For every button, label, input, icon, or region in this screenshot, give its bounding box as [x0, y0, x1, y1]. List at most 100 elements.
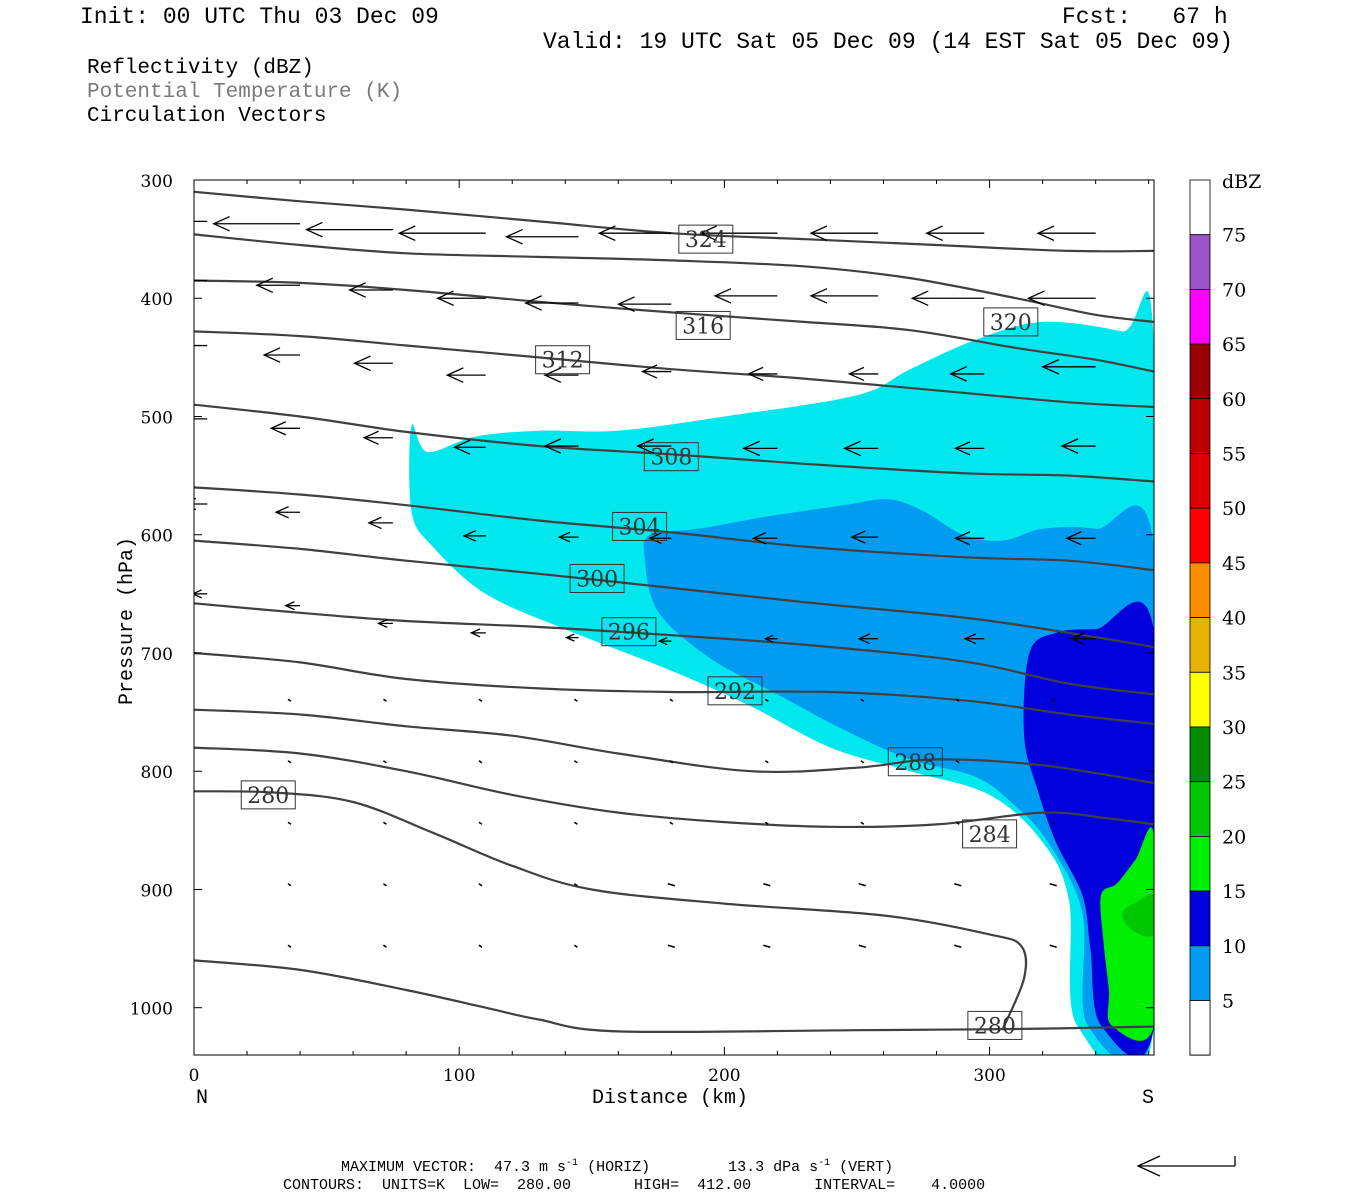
- svg-text:284: 284: [969, 823, 1011, 848]
- circulation-vector: [452, 439, 486, 455]
- weak-vector: [287, 760, 292, 764]
- circulation-vector: [713, 288, 778, 304]
- y-tick: 500: [141, 408, 1154, 428]
- x-tick: 0: [189, 180, 199, 1086]
- weak-vector: [382, 944, 387, 948]
- svg-text:280: 280: [974, 1014, 1016, 1039]
- colorbar-label-65: 65: [1222, 334, 1246, 356]
- svg-text:316: 316: [682, 314, 724, 339]
- colorbar-label-70: 70: [1222, 279, 1246, 301]
- reflectivity-20-dbz-region: [1100, 827, 1154, 1041]
- circulation-vector: [504, 228, 579, 245]
- circulation-vector: [194, 279, 208, 282]
- colorbar-label-25: 25: [1222, 772, 1246, 794]
- weak-vector: [478, 944, 483, 948]
- svg-text:292: 292: [714, 680, 756, 705]
- contour-label-296: 296: [601, 617, 657, 647]
- field-vectors: Circulation Vectors: [87, 105, 327, 128]
- colorbar: 75 70 65 60 55 50 45 40 35 30 25 20 15 10 5 dBZ: [1189, 171, 1261, 1056]
- circulation-vector: [949, 366, 985, 382]
- circulation-vector: [1070, 632, 1096, 646]
- y-tick: 900: [141, 881, 1154, 901]
- svg-text:600: 600: [141, 527, 173, 547]
- circulation-vector: [953, 441, 985, 456]
- svg-text:312: 312: [542, 349, 584, 374]
- theta-contour-284: [194, 746, 1154, 829]
- reference-vector-icon: [1136, 1155, 1236, 1177]
- weak-vector: [669, 698, 674, 702]
- circulation-vector: [262, 347, 301, 363]
- theta-contour-324: [194, 190, 1154, 253]
- init-time: Init: 00 UTC Thu 03 Dec 09: [80, 4, 439, 30]
- svg-text:324: 324: [685, 228, 727, 253]
- weak-vector: [287, 698, 292, 702]
- weak-vector: [667, 882, 676, 887]
- weak-vector: [573, 698, 578, 702]
- contour-label-308: 308: [643, 442, 699, 472]
- x-tick: 100: [443, 180, 475, 1086]
- circulation-vector: [194, 497, 208, 511]
- contour-info: CONTOURS: UNITS=K LOW= 280.00 HIGH= 412.…: [283, 1177, 986, 1194]
- field-theta: Potential Temperature (K): [87, 81, 403, 104]
- svg-text:300: 300: [973, 1066, 1005, 1086]
- weak-vector: [1051, 821, 1056, 825]
- theta-contour-300: [194, 539, 1154, 649]
- weak-vector: [955, 698, 960, 702]
- colorbar-label-5: 5: [1222, 991, 1234, 1013]
- svg-text:300: 300: [576, 567, 618, 592]
- theta-contours: [194, 190, 1154, 1034]
- weak-vector: [573, 821, 578, 825]
- svg-text:1000: 1000: [130, 1000, 173, 1020]
- circulation-vector: [857, 633, 879, 645]
- colorbar-label-35: 35: [1222, 662, 1246, 684]
- contour-label-316: 316: [675, 310, 731, 340]
- circulation-vector: [751, 532, 778, 545]
- weak-vector: [954, 944, 962, 948]
- colorbar-swatch-65: [1189, 343, 1211, 400]
- circulation-vector: [963, 633, 985, 645]
- reflectivity-10-dbz-region: [643, 499, 1154, 1055]
- theta-contour-312: [194, 330, 1154, 409]
- y-tick: 300: [141, 172, 1154, 192]
- contour-labels: 280 280 284 288 292 296 300 304 308 312 316 320 324: [240, 224, 1039, 1040]
- reflectivity-fill: [409, 291, 1154, 1055]
- circulation-vector: [1060, 438, 1096, 454]
- circulation-vector: [616, 296, 672, 312]
- colorbar-label-40: 40: [1222, 608, 1246, 630]
- weak-vector: [478, 760, 483, 764]
- circulation-vector: [763, 634, 778, 643]
- circulation-vector: [1036, 225, 1096, 242]
- weak-vector: [858, 944, 867, 948]
- colorbar-swatch-40: [1189, 617, 1211, 673]
- weak-vector: [763, 944, 771, 948]
- circulation-vector: [348, 282, 393, 298]
- weak-vector: [287, 883, 292, 887]
- circulation-vector: [640, 364, 672, 379]
- theta-contour-320: [194, 233, 1154, 323]
- circulation-vector: [648, 532, 672, 545]
- weak-vector: [573, 944, 578, 948]
- weak-vector: [669, 760, 674, 764]
- circulation-vector: [367, 516, 393, 530]
- colorbar-swatch-50: [1189, 507, 1211, 564]
- circulation-vector: [469, 628, 486, 638]
- svg-text:320: 320: [990, 311, 1032, 336]
- contour-label-304: 304: [612, 511, 668, 541]
- colorbar-label-55: 55: [1222, 444, 1246, 466]
- circulation-vector: [362, 430, 393, 445]
- circulation-vector: [194, 418, 208, 420]
- svg-text:200: 200: [708, 1066, 740, 1086]
- colorbar-label-75: 75: [1222, 225, 1246, 247]
- theta-contour-304: [194, 486, 1154, 572]
- contour-label-300: 300: [569, 563, 625, 593]
- theta-contour-280: [194, 959, 1154, 1034]
- circulation-vector: [304, 221, 393, 238]
- circulation-vector: [657, 637, 672, 646]
- circulation-vector: [274, 506, 301, 519]
- circulation-vector: [194, 589, 208, 599]
- plot-frame: [193, 179, 1155, 1056]
- circulation-vector: [925, 225, 985, 242]
- colorbar-swatch-20: [1189, 836, 1211, 892]
- svg-text:900: 900: [141, 881, 173, 901]
- colorbar-label-50: 50: [1222, 498, 1246, 520]
